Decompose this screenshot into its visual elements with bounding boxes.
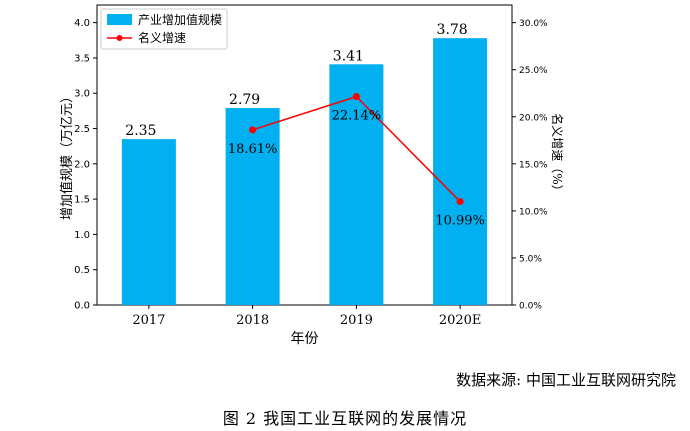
bar-2017	[121, 139, 176, 305]
x-tick-label-2019: 2019	[340, 313, 373, 328]
x-tick-label-2020E: 2020E	[439, 313, 482, 328]
y-tick-label: 0.0	[74, 301, 90, 312]
growth-label-2019: 22.14%	[332, 109, 382, 124]
y-tick-label: 3.0	[74, 89, 90, 100]
legend-box	[100, 8, 228, 50]
x-tick-label-2018: 2018	[236, 313, 269, 328]
y2-axis-title: 名义增速（%）	[550, 113, 565, 196]
y-tick-label: 2.0	[74, 159, 90, 170]
y-tick-label: 1.5	[74, 195, 90, 206]
y2-tick-label: 5.0%	[519, 254, 542, 264]
growth-point-2020E	[456, 198, 464, 206]
bar-label-2018: 2.79	[229, 92, 260, 108]
growth-label-2020E: 10.99%	[435, 214, 485, 229]
bar-label-2017: 2.35	[125, 123, 156, 139]
legend-line-marker	[116, 35, 123, 41]
legend-line-label: 名义增速	[138, 30, 186, 45]
y-tick-label: 2.5	[74, 124, 90, 135]
plot-frame	[96, 4, 513, 306]
y2-tick-label: 10.0%	[519, 207, 548, 217]
x-axis-title: 年份	[291, 331, 319, 347]
figure-caption: 图 2 我国工业互联网的发展情况	[222, 409, 468, 428]
growth-label-2018: 18.61%	[228, 142, 278, 157]
y-tick-label: 0.5	[74, 265, 90, 276]
y2-tick-label: 25.0%	[519, 66, 548, 76]
bar-label-2019: 3.41	[333, 48, 364, 64]
legend-bar-swatch	[107, 14, 132, 25]
x-tick-label-2017: 2017	[132, 313, 165, 328]
growth-point-2019	[352, 93, 360, 101]
y-tick-label: 4.0	[74, 18, 90, 29]
source-note: 数据来源: 中国工业互联网研究院	[456, 371, 676, 389]
y2-tick-label: 30.0%	[519, 19, 548, 29]
y2-tick-label: 0.0%	[519, 302, 542, 312]
y-tick-label: 3.5	[74, 53, 90, 64]
y2-tick-label: 15.0%	[519, 160, 548, 170]
y-tick-label: 1.0	[74, 230, 90, 241]
bar-label-2020E: 3.78	[437, 22, 468, 38]
chart: 2.35 2.79 3.41 3.78 18.61% 22.14% 10.99% 0.0 0.5…	[59, 4, 565, 347]
y-axis-title: 增加值规模（万亿元）	[59, 90, 75, 220]
legend-bar-label: 产业增加值规模	[138, 12, 222, 27]
growth-point-2018	[249, 126, 257, 134]
bar-2020E	[433, 38, 488, 305]
bar-2018	[225, 108, 280, 305]
y2-tick-label: 20.0%	[519, 113, 548, 123]
bar-2019	[329, 64, 384, 305]
